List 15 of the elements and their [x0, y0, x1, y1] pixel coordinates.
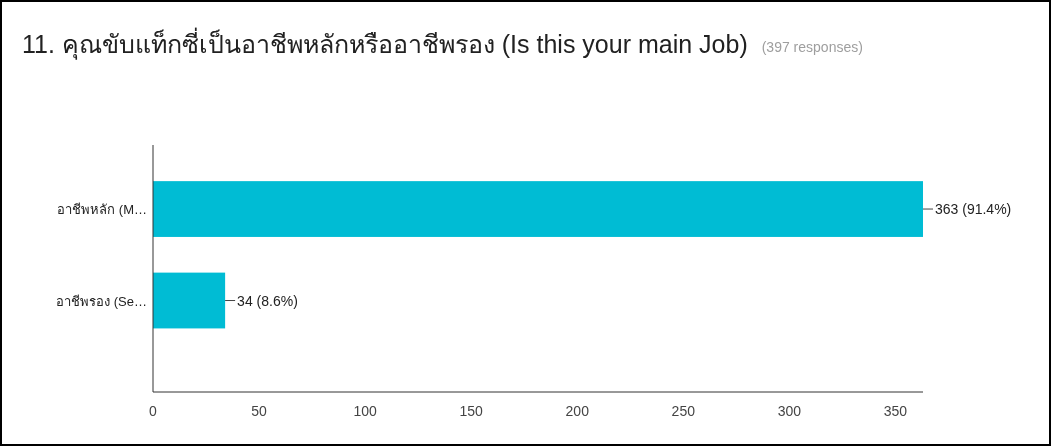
text: (397 responses) — [761, 39, 863, 55]
x-tick-label: 100 — [353, 403, 378, 419]
y-tick-label: อาชีพหลัก (M… — [57, 202, 147, 218]
data-label: 34 (8.6%) — [237, 292, 298, 309]
plot: อาชีพหลัก (M… 363 (91.4%) อาชีพรอง (Se… 34 (8.6%) 0 50 100 150 200 250 300 350 — [56, 144, 1012, 419]
x-tick-label: 250 — [671, 403, 696, 419]
x-tick-label: 300 — [777, 403, 802, 419]
x-tick-label: 200 — [565, 403, 590, 419]
x-tick-label: 50 — [251, 403, 268, 419]
x-tick-label: 150 — [459, 403, 484, 419]
y-tick-label: อาชีพรอง (Se… — [56, 293, 147, 309]
x-tick-label: 0 — [149, 403, 158, 419]
x-tick-label: 350 — [883, 403, 908, 419]
data-label: 363 (91.4%) — [935, 201, 1012, 218]
chart-title: 11. คุณขับแท็กซี่เป็นอาชีพหลักหรืออาชีพรอง (Is this your main Job) — [22, 27, 748, 60]
